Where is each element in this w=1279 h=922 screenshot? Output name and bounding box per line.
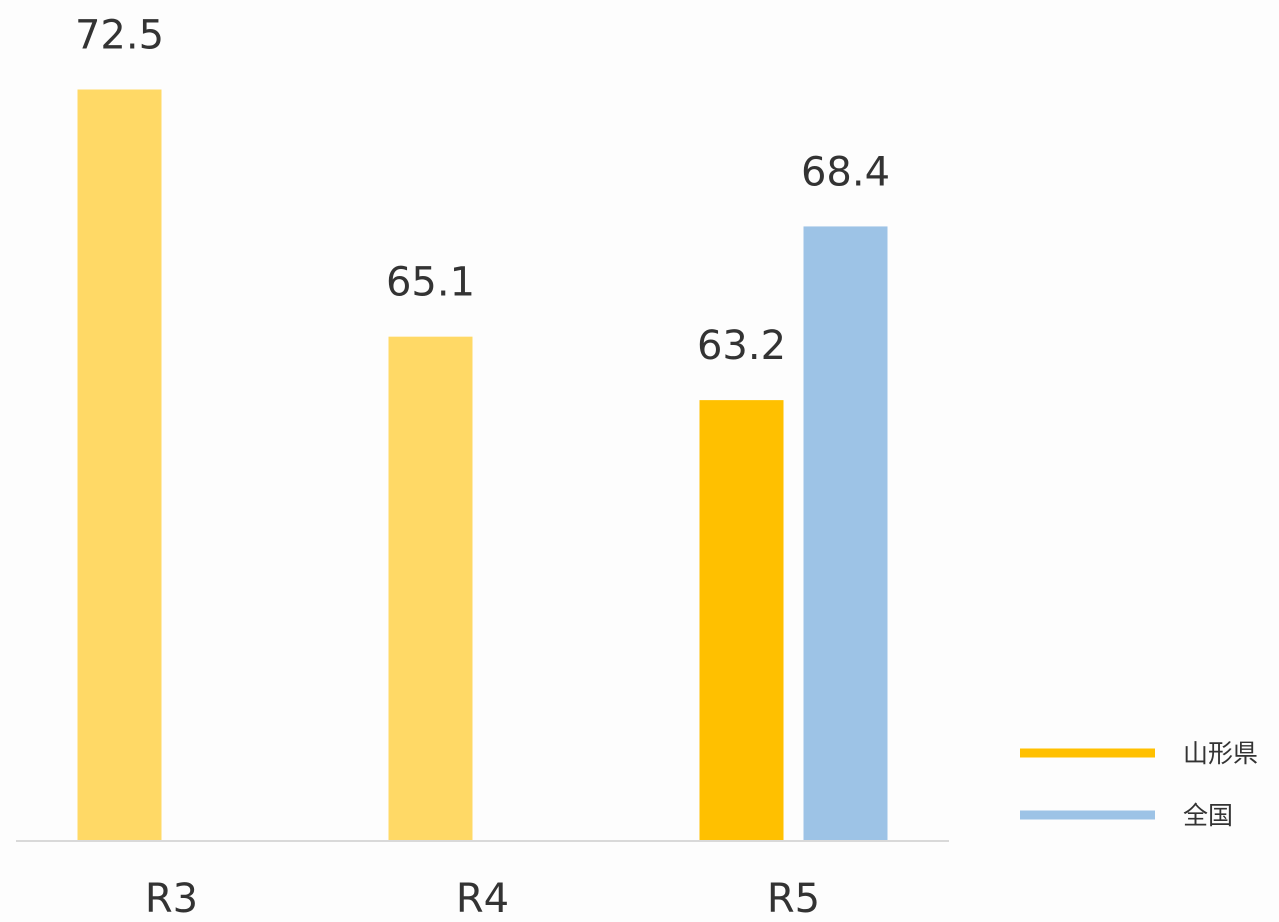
legend-label: 山形県 [1183,739,1258,768]
data-label: 65.1 [386,260,475,306]
x-tick-label: R3 [145,876,198,922]
bar [77,89,162,841]
x-tick-label: R4 [456,876,509,922]
bar [699,400,784,841]
data-label: 68.4 [801,149,890,195]
bar [803,226,888,841]
legend-label: 全国 [1183,801,1233,830]
data-label: 72.5 [75,13,164,59]
x-tick-label: R5 [767,876,820,922]
data-label: 63.2 [697,323,786,369]
bar [388,336,473,841]
